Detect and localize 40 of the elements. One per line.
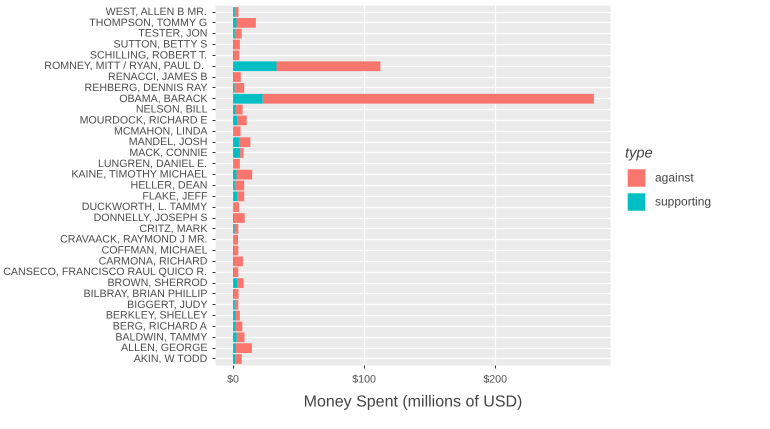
y-tick-label: WEST, ALLEN B MR. — [106, 6, 207, 18]
y-tick-label: AKIN, W TODD — [134, 352, 208, 365]
y-tick-label: MOURDOCK, RICHARD E — [80, 114, 208, 126]
y-tick-label: BIGGERT, JUDY — [127, 298, 208, 311]
y-tick-label: FLAKE, JEFF — [142, 190, 208, 202]
y-tick-label: BERKLEY, SHELLEY — [106, 310, 208, 322]
y-tick-label: HELLER, DEAN — [130, 180, 208, 192]
y-tick-label: CANSECO, FRANCISCO RAUL QUICO R. — [3, 266, 208, 278]
y-tick-label: SCHILLING, ROBERT T. — [90, 49, 208, 62]
y-tick-label: MANDEL, JOSH — [128, 136, 208, 148]
y-tick-label: DONNELLY, JOSEPH S — [94, 212, 208, 224]
y-tick-label: BALDWIN, TAMMY — [115, 331, 208, 344]
y-tick-label: REHBERG, DENNIS RAY — [84, 82, 208, 94]
x-tick-label: $100 — [352, 374, 376, 386]
legend-label: against — [655, 170, 694, 184]
y-tick-label: OBAMA, BARACK — [119, 92, 208, 105]
y-tick-label: MCMAHON, LINDA — [114, 125, 208, 138]
x-tick-label: $0 — [227, 374, 240, 386]
x-axis-title: Money Spent (millions of USD) — [304, 394, 522, 410]
y-tick-label: BROWN, SHERROD — [107, 277, 208, 290]
y-tick-label: LUNGREN, DANIEL E. — [98, 158, 208, 170]
x-tick-label: $200 — [483, 374, 508, 386]
y-tick-label: KAINE, TIMOTHY MICHAEL — [71, 168, 208, 181]
y-tick-label: CARMONA, RICHARD — [98, 255, 208, 268]
legend-label: supporting — [655, 194, 712, 208]
y-tick-label: ROMNEY, MITT / RYAN, PAUL D. — [44, 60, 204, 72]
legend-title: type — [625, 145, 654, 161]
y-tick-label: TESTER, JON — [138, 28, 208, 40]
y-tick-label: THOMPSON, TOMMY G — [89, 16, 208, 29]
y-tick-label: ALLEN, GEORGE — [121, 342, 208, 354]
y-tick-label: CRAVAACK, RAYMOND J MR. — [60, 234, 208, 246]
y-tick-label: SUTTON, BETTY S — [114, 38, 208, 51]
y-tick-label: RENACCI, JAMES B — [108, 71, 208, 84]
y-tick-label: COFFMAN, MICHAEL — [102, 244, 208, 257]
y-tick-label: NELSON, BILL — [136, 104, 208, 116]
y-tick-label: MACK, CONNIE — [129, 146, 208, 159]
y-tick-label: DUCKWORTH, L. TAMMY — [82, 201, 208, 214]
y-tick-label: CRITZ, MARK — [139, 222, 208, 235]
y-tick-label: BILBRAY, BRIAN PHILLIP — [84, 288, 208, 300]
y-tick-label: BERG, RICHARD A — [112, 320, 208, 332]
